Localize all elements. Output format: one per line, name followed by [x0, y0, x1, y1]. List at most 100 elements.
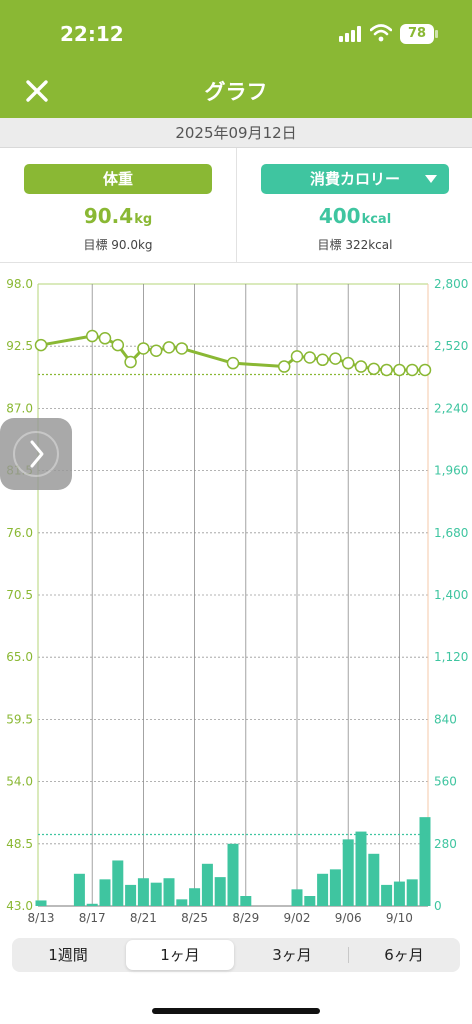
weight-point: [405, 363, 419, 377]
weight-point: [367, 362, 381, 376]
weight-panel: 体重 90.4kg 目標 90.0kg: [0, 148, 236, 262]
side-panel-handle[interactable]: [0, 418, 72, 490]
calorie-bar: [393, 881, 405, 906]
y-left-tick-label: 54.0: [6, 775, 33, 789]
calorie-bar: [125, 884, 137, 906]
tab-6-months[interactable]: 6ヶ月: [384, 946, 424, 964]
y-right-tick-label: 1,680: [434, 526, 468, 540]
battery-tip: [435, 30, 438, 38]
calorie-bar: [201, 863, 213, 906]
weight-value-unit: kg: [134, 212, 153, 227]
weight-point: [85, 329, 99, 343]
segment-separator: [348, 947, 349, 963]
weight-point: [98, 332, 112, 345]
calorie-bar: [240, 896, 252, 906]
battery-indicator: 78: [400, 24, 434, 44]
y-right-tick-label: 2,240: [434, 401, 468, 415]
calorie-bar: [176, 899, 188, 906]
weight-point: [149, 344, 163, 357]
x-tick-label: 9/06: [335, 911, 362, 925]
y-right-tick-label: 1,120: [434, 650, 468, 664]
weight-point: [124, 355, 137, 369]
calorie-bar: [291, 889, 303, 906]
calorie-bar: [406, 879, 418, 906]
weight-point: [175, 342, 189, 355]
calorie-bar: [163, 878, 175, 906]
y-right-tick-label: 2,800: [434, 277, 468, 291]
calorie-bar: [112, 860, 124, 906]
y-right-tick-label: 560: [434, 775, 457, 789]
tab-3-months[interactable]: 3ヶ月: [272, 946, 312, 964]
x-tick-label: 8/13: [28, 911, 55, 925]
calorie-bar: [150, 882, 162, 906]
calorie-bar: [189, 888, 201, 906]
weight-point: [137, 342, 150, 355]
calorie-bar: [317, 873, 329, 906]
wifi-icon: [370, 24, 392, 42]
calorie-bar: [419, 817, 431, 906]
weight-point: [354, 360, 368, 373]
x-tick-label: 9/02: [284, 911, 311, 925]
y-right-tick-label: 1,960: [434, 464, 468, 478]
calorie-bar: [35, 900, 47, 906]
calorie-bar: [86, 903, 98, 906]
calorie-value: 400kcal: [237, 204, 472, 228]
tab-1-month[interactable]: 1ヶ月: [126, 940, 234, 970]
chevron-right-icon: [13, 431, 59, 477]
tab-1-week[interactable]: 1週間: [48, 946, 88, 964]
status-time: 22:12: [60, 22, 124, 46]
y-left-tick-label: 92.5: [6, 339, 33, 353]
weight-value-number: 90.4: [83, 204, 134, 228]
calorie-bar: [342, 839, 354, 906]
weight-point: [393, 363, 406, 377]
weight-point: [380, 363, 393, 377]
weight-calorie-chart[interactable]: 98.02,80092.52,52087.02,24081.51,96076.0…: [0, 270, 472, 930]
weight-point: [111, 338, 125, 352]
weight-button[interactable]: 体重: [24, 164, 212, 194]
weight-point: [341, 356, 355, 370]
y-right-tick-label: 280: [434, 837, 457, 851]
calorie-bar: [214, 877, 226, 906]
weight-goal: 目標 90.0kg: [83, 238, 153, 252]
y-right-tick-label: 1,400: [434, 588, 468, 602]
home-indicator: [152, 1008, 320, 1014]
y-left-tick-label: 48.5: [6, 837, 33, 851]
y-left-tick-label: 76.0: [6, 526, 33, 540]
weight-point: [329, 352, 342, 365]
calorie-bar: [368, 853, 380, 906]
y-left-tick-label: 87.0: [6, 401, 33, 415]
calorie-goal: 目標 322kcal: [317, 238, 393, 252]
x-tick-label: 8/17: [79, 911, 106, 925]
x-tick-label: 8/25: [181, 911, 208, 925]
y-right-tick-label: 0: [434, 899, 442, 913]
close-icon[interactable]: [20, 74, 54, 108]
calorie-value-number: 400: [318, 204, 361, 228]
x-tick-label: 9/10: [386, 911, 413, 925]
calorie-bar: [304, 896, 316, 906]
calorie-bar: [381, 884, 393, 906]
calorie-bar: [329, 869, 341, 906]
calorie-button-label: 消費カロリー: [309, 170, 400, 188]
y-right-tick-label: 840: [434, 712, 457, 726]
calorie-dropdown-button[interactable]: 消費カロリー: [261, 164, 449, 194]
weight-point: [290, 350, 304, 363]
period-segmented-control: 1週間 1ヶ月 3ヶ月 6ヶ月: [12, 938, 460, 972]
weight-point: [418, 363, 432, 377]
y-left-tick-label: 59.5: [6, 712, 33, 726]
app-header: 22:12 78 グラフ: [0, 0, 472, 118]
y-right-tick-label: 2,520: [434, 339, 468, 353]
calorie-bar: [99, 879, 111, 906]
x-tick-label: 8/21: [130, 911, 157, 925]
weight-point: [34, 338, 48, 352]
y-left-tick-label: 70.5: [6, 588, 33, 602]
page-title: グラフ: [204, 80, 268, 104]
cellular-signal-icon: [339, 26, 363, 42]
calorie-bar: [355, 831, 367, 906]
weight-point: [316, 353, 329, 367]
date-label: 2025年09月12日: [0, 118, 472, 148]
calorie-bar: [137, 878, 149, 906]
y-left-tick-label: 43.0: [6, 899, 33, 913]
y-left-tick-label: 65.0: [6, 650, 33, 664]
weight-value: 90.4kg: [0, 204, 236, 228]
calorie-value-unit: kcal: [361, 212, 392, 227]
